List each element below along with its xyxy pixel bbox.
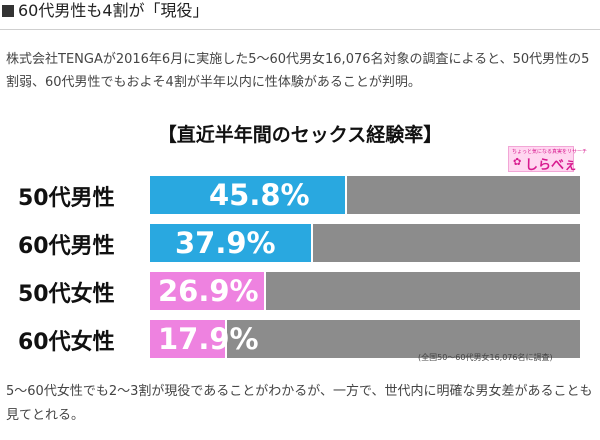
chart-title: 【直近半年間のセックス経験率】: [157, 124, 443, 146]
bar-value-label: 17.9%: [158, 322, 259, 356]
logo-tagline: ちょっと気になる真実をリサーチ: [512, 149, 588, 155]
bar-track: 45.8%: [150, 176, 580, 214]
bar-track: 37.9%: [150, 224, 580, 262]
category-label: 50代男性: [18, 186, 115, 211]
bar-track: 26.9%: [150, 272, 580, 310]
bar-value-label: 37.9%: [175, 226, 276, 260]
bar: [150, 176, 347, 214]
section-heading-text: 60代男性も4割が「現役」: [18, 1, 209, 20]
intro-paragraph: 株式会社TENGAが2016年6月に実施した5～60代男女16,076名対象の調…: [6, 52, 590, 90]
bar-value-label: 26.9%: [158, 274, 259, 308]
category-label: 60代男性: [18, 234, 115, 259]
bar: [150, 320, 227, 358]
section-heading: 60代男性も4割が「現役」: [0, 0, 600, 30]
bar-value-label: 45.8%: [209, 178, 310, 212]
bar-track: 17.9%: [150, 320, 580, 358]
category-label: 60代女性: [18, 330, 115, 355]
survey-footnote: (全国50～60代男女16,076名に調査): [418, 353, 553, 362]
logo-mark-icon: ✿: [513, 157, 522, 168]
square-bullet-icon: [2, 5, 14, 17]
category-label: 50代女性: [18, 282, 115, 307]
bar: [150, 224, 313, 262]
shirabee-logo: ちょっと気になる真実をリサーチ ✿ しらべぇ: [508, 146, 587, 173]
logo-text: しらべぇ: [525, 158, 578, 173]
bar: [150, 272, 266, 310]
conclusion-paragraph: 5～60代女性でも2～3割が現役であることがわかるが、一方で、世代内に明確な男女…: [6, 384, 593, 423]
